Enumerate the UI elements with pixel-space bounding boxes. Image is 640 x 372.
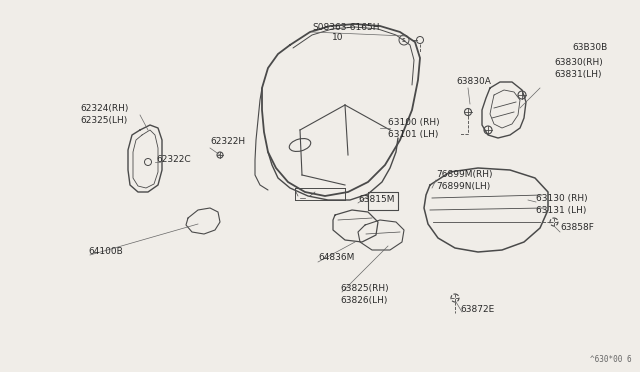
Text: 63830(RH): 63830(RH) — [554, 58, 603, 67]
Text: 62324(RH): 62324(RH) — [80, 103, 129, 112]
Text: 63130 (RH): 63130 (RH) — [536, 193, 588, 202]
Text: S: S — [402, 38, 406, 42]
Text: 63131 (LH): 63131 (LH) — [536, 205, 586, 215]
Text: 63815M: 63815M — [358, 196, 394, 205]
Text: 63100 (RH): 63100 (RH) — [388, 118, 440, 126]
Text: 63B30B: 63B30B — [572, 44, 607, 52]
Text: 76899N(LH): 76899N(LH) — [436, 183, 490, 192]
Text: 63825(RH): 63825(RH) — [340, 283, 388, 292]
Text: 63831(LH): 63831(LH) — [554, 70, 602, 78]
Text: 64100B: 64100B — [88, 247, 123, 257]
Text: 64836M: 64836M — [318, 253, 355, 263]
Text: 76899M(RH): 76899M(RH) — [436, 170, 493, 180]
Text: ^630*00 6: ^630*00 6 — [590, 355, 632, 364]
Text: 62325(LH): 62325(LH) — [80, 115, 127, 125]
Text: 63826(LH): 63826(LH) — [340, 295, 387, 305]
Text: 63858F: 63858F — [560, 224, 594, 232]
Text: 62322H: 62322H — [210, 138, 245, 147]
Text: 62322C: 62322C — [156, 155, 191, 164]
Text: 63872E: 63872E — [460, 305, 494, 314]
Text: 63830A: 63830A — [456, 77, 491, 87]
Text: 63101 (LH): 63101 (LH) — [388, 129, 438, 138]
Text: S08363-6165H: S08363-6165H — [312, 23, 380, 32]
Text: 10: 10 — [332, 33, 344, 42]
